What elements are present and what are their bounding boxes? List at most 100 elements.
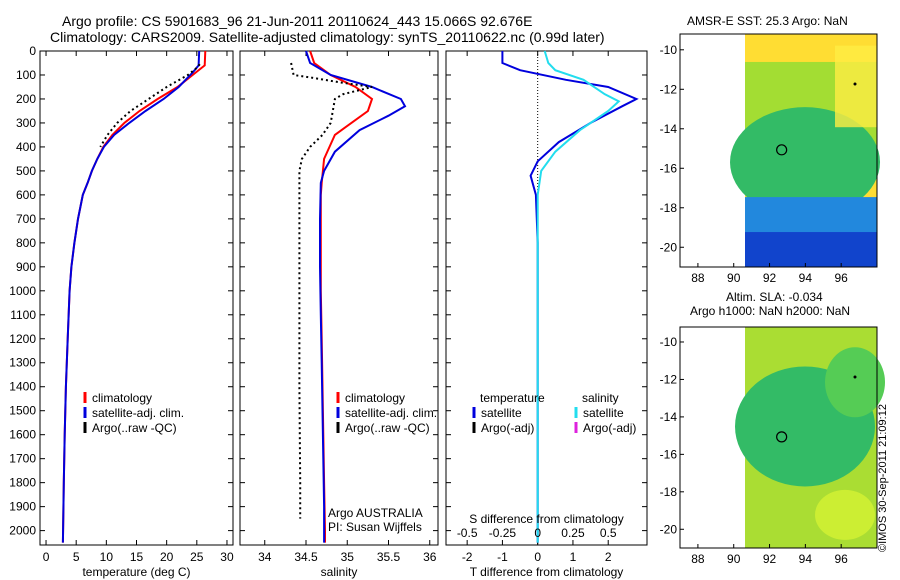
map-sla-border: [679, 326, 878, 549]
x-axis-label: salinity: [321, 565, 358, 579]
map-y-tick-label: -10: [660, 335, 678, 349]
legend-title-temperature: temperature: [480, 391, 545, 405]
x-tick-label: 20: [160, 550, 174, 564]
y-tick-label: 1500: [9, 404, 36, 418]
x-tick-label: 25: [190, 550, 204, 564]
annotation-argo: Argo AUSTRALIA: [328, 506, 423, 520]
map-x-tick-label: 88: [691, 552, 705, 566]
x-tick-label: 15: [130, 550, 144, 564]
legend-label: climatology: [345, 391, 405, 405]
x-axis-label: temperature (deg C): [82, 565, 190, 579]
y-tick-label: 100: [16, 68, 36, 82]
map-y-tick-label: -18: [660, 485, 678, 499]
map-y-tick-label: -16: [660, 447, 678, 461]
map1-title: AMSR-E SST: 25.3 Argo: NaN: [687, 14, 848, 28]
y-tick-label: 2000: [9, 524, 36, 538]
map-sst-border: [679, 33, 878, 268]
legend-label: Argo(..raw -QC): [345, 421, 430, 435]
sst-hot-corner: [835, 45, 877, 128]
map-x-tick-label: 90: [727, 552, 741, 566]
y-tick-label: 600: [16, 188, 36, 202]
profile-location-marker: [776, 144, 788, 156]
s-tick-label: 0.5: [600, 526, 617, 540]
map-x-tick-label: 94: [799, 271, 813, 285]
map-sst-field: [730, 34, 881, 267]
x-tick-label: 10: [100, 550, 114, 564]
series-line-satelliteadjclim: [61, 50, 201, 543]
y-tick-label: 1100: [10, 308, 36, 322]
y-tick-label: 1300: [9, 356, 36, 370]
series-line-satellite: [536, 50, 621, 543]
y-tick-label: 400: [16, 140, 36, 154]
map-y-tick-label: -12: [660, 82, 678, 96]
y-tick-label: 300: [16, 116, 36, 130]
footer-credit: ©IMOS 30-Sep-2011 21:09:12: [877, 404, 889, 552]
x-axis-label: T difference from climatology: [470, 565, 624, 579]
y-tick-label: 0: [29, 44, 36, 58]
legend-label: climatology: [92, 391, 152, 405]
y-tick-label: 700: [16, 212, 36, 226]
x-tick-label: 1: [570, 550, 577, 564]
map-y-tick-label: -18: [660, 201, 678, 215]
x-tick-label: -1: [497, 550, 508, 564]
panel-3-frame: [445, 50, 648, 546]
legend-label: Argo(..raw -QC): [92, 421, 177, 435]
map-y-tick-label: -14: [660, 410, 678, 424]
y-tick-label: 900: [16, 260, 36, 274]
x-tick-label: 0: [534, 550, 541, 564]
title-line2: Climatology: CARS2009. Satellite-adjuste…: [50, 29, 605, 45]
title-line1: Argo profile: CS 5901683_96 21-Jun-2011 …: [62, 13, 533, 29]
legend-title-salinity: salinity: [582, 391, 619, 405]
map-sla-field: [735, 327, 886, 548]
y-tick-label: 1700: [9, 452, 36, 466]
x-tick-label: 0: [43, 550, 50, 564]
s-tick-label: -0.25: [489, 526, 517, 540]
legend-label: satellite-adj. clim.: [345, 406, 437, 420]
map-y-tick-label: -20: [660, 522, 678, 536]
x-tick-label: 34: [258, 550, 272, 564]
sst-deep-blue: [745, 232, 877, 267]
s-tick-label: 0.25: [561, 526, 585, 540]
panel-2-frame: [239, 50, 439, 546]
map2-title-a: Altim. SLA: -0.034: [726, 290, 823, 304]
map-x-tick-label: 92: [763, 271, 777, 285]
map-x-tick-label: 96: [835, 552, 849, 566]
x-tick-label: 2: [605, 550, 612, 564]
legend-label: satellite: [583, 406, 624, 420]
y-tick-label: 800: [16, 236, 36, 250]
legend-label: satellite: [481, 406, 522, 420]
map-dot: [853, 82, 857, 86]
sla-low-patch-2: [825, 347, 886, 418]
map-y-tick-label: -20: [660, 240, 678, 254]
map-y-tick-label: -16: [660, 161, 678, 175]
y-tick-label: 1000: [9, 284, 36, 298]
map-x-tick-label: 92: [763, 552, 777, 566]
y-tick-label: 1200: [9, 332, 36, 346]
map-x-tick-label: 94: [799, 552, 813, 566]
y-tick-label: 500: [16, 164, 36, 178]
map-x-tick-label: 90: [727, 271, 741, 285]
y-tick-label: 1900: [9, 500, 36, 514]
annotation-pi: PI: Susan Wijffels: [328, 520, 422, 534]
sst-cool-patch: [730, 107, 881, 218]
x-tick-label: 34.5: [294, 550, 318, 564]
x-tick-label: 36: [423, 550, 437, 564]
map-x-tick-label: 96: [835, 271, 849, 285]
s-tick-label: 0: [534, 526, 541, 540]
map-x-tick-label: 88: [691, 271, 705, 285]
x-tick-label: 35.5: [377, 550, 401, 564]
sla-high-patch: [815, 489, 876, 540]
map2-title-b: Argo h1000: NaN h2000: NaN: [690, 304, 851, 318]
legend-label: satellite-adj. clim.: [92, 406, 184, 420]
map-y-tick-label: -12: [660, 372, 678, 386]
map-y-tick-label: -10: [660, 43, 678, 57]
s-axis-label: S difference from climatology: [469, 512, 624, 526]
panel-1-frame: [39, 50, 234, 546]
legend-label: Argo(-adj): [583, 421, 636, 435]
y-tick-label: 1400: [9, 380, 36, 394]
series-line-argorawqc: [290, 62, 373, 519]
map-y-tick-label: -14: [660, 122, 678, 136]
legend-label: Argo(-adj): [481, 421, 534, 435]
map-dot: [853, 375, 857, 379]
